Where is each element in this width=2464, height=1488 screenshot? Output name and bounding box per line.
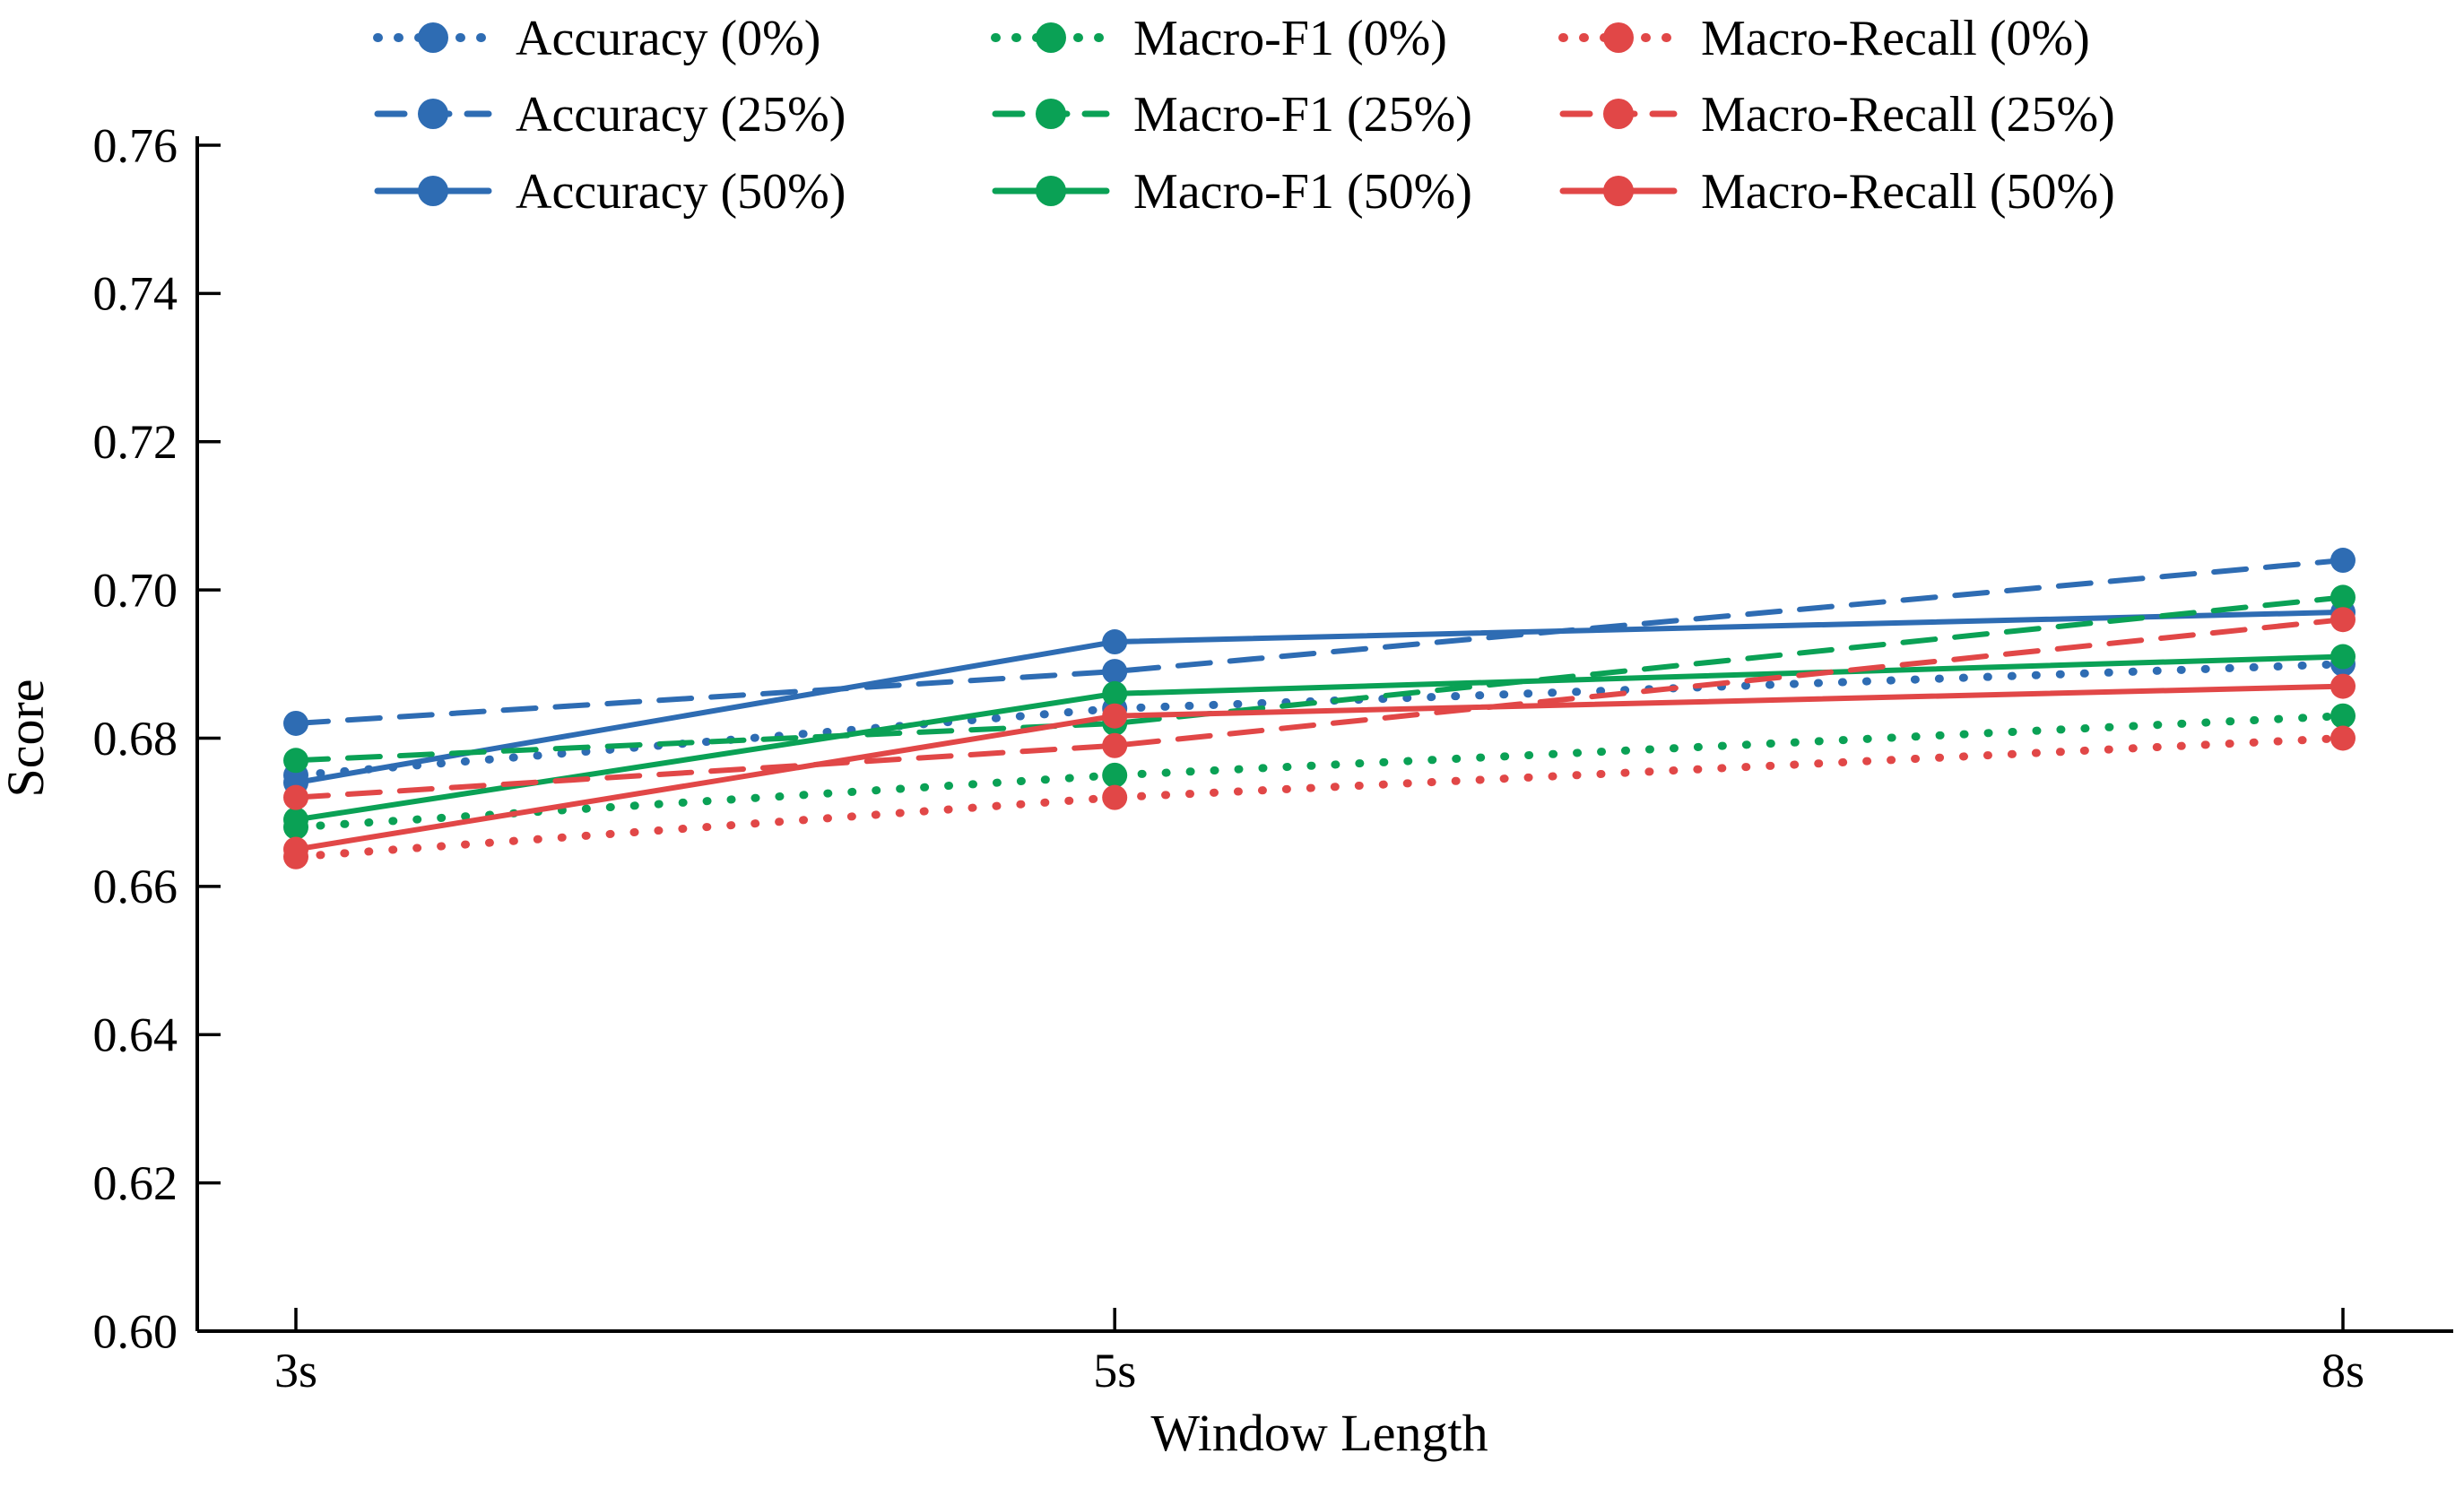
data-point	[1102, 784, 1128, 810]
series-macro-f1-25	[283, 584, 2356, 774]
y-tick-label: 0.74	[93, 267, 178, 321]
data-point	[2330, 725, 2356, 751]
data-point	[2330, 644, 2356, 670]
y-tick-label: 0.62	[93, 1156, 178, 1210]
series-macro-recall-25	[283, 607, 2356, 810]
series-accuracy-50	[283, 599, 2356, 796]
series-accuracy-25	[283, 548, 2356, 736]
legend-marker-icon	[418, 176, 448, 206]
legend-label: Accuracy (25%)	[516, 87, 846, 143]
legend-label: Macro-F1 (25%)	[1133, 87, 1472, 143]
data-point	[283, 710, 308, 736]
legend-marker-icon	[1036, 22, 1066, 53]
data-point	[2330, 607, 2356, 633]
series-line-macro-recall-50	[293, 683, 2346, 852]
legend-item: Macro-F1 (50%)	[992, 164, 1472, 220]
series-macro-recall-50	[283, 673, 2356, 862]
legend-marker-icon	[418, 99, 448, 129]
y-axis-title: Score	[0, 679, 55, 797]
legend-label: Macro-Recall (25%)	[1701, 87, 2115, 143]
data-point	[2330, 584, 2356, 610]
data-point	[2330, 548, 2356, 574]
x-axis: 3s 5s 8s	[274, 1308, 2364, 1397]
series-macro-recall-0	[283, 725, 2356, 869]
series-line-macro-f1-25	[293, 594, 2346, 764]
legend-marker-icon	[1036, 99, 1066, 129]
y-tick-label: 0.72	[93, 415, 178, 469]
legend-marker-icon	[1603, 176, 1634, 206]
legend-item: Macro-Recall (25%)	[1559, 87, 2115, 143]
legend-marker-icon	[1036, 176, 1066, 206]
y-axis: 0.60 0.62 0.64 0.66 0.68 0.70 0.72 0.74 0.76	[93, 118, 221, 1358]
data-point	[1102, 680, 1128, 706]
series-macro-f1-50	[283, 644, 2356, 833]
y-tick-label: 0.70	[93, 563, 178, 617]
series-line-accuracy-25	[293, 558, 2346, 726]
series-line-accuracy-0	[291, 660, 2347, 780]
data-point	[1102, 732, 1128, 758]
legend-item: Macro-Recall (0%)	[1558, 11, 2090, 66]
legend-label: Accuracy (50%)	[516, 164, 846, 220]
legend-label: Macro-Recall (0%)	[1701, 11, 2090, 66]
legend-item: Accuracy (0%)	[373, 11, 820, 66]
series-line-macro-recall-25	[293, 617, 2346, 800]
data-point	[1102, 629, 1128, 655]
x-axis-title: Window Length	[1150, 1404, 1488, 1462]
legend-label: Accuracy (0%)	[516, 11, 820, 66]
legend-label: Macro-Recall (50%)	[1701, 164, 2115, 220]
legend-item: Macro-F1 (25%)	[992, 87, 1472, 143]
data-point	[1102, 659, 1128, 685]
legend-marker-icon	[418, 22, 448, 53]
data-point	[1102, 762, 1128, 788]
legend-marker-icon	[1603, 99, 1634, 129]
data-point	[283, 784, 308, 810]
series-line-accuracy-50	[293, 609, 2346, 786]
legend-label: Macro-F1 (50%)	[1133, 164, 1472, 220]
series-line-macro-f1-50	[293, 653, 2346, 823]
x-tick-label: 8s	[2321, 1344, 2364, 1397]
data-point	[2330, 703, 2356, 729]
y-tick-label: 0.76	[93, 118, 178, 172]
x-tick-label: 3s	[274, 1344, 317, 1397]
y-tick-label: 0.66	[93, 860, 178, 913]
legend-item: Accuracy (25%)	[374, 87, 846, 143]
y-tick-label: 0.64	[93, 1008, 178, 1062]
legend-label: Macro-F1 (0%)	[1133, 11, 1447, 66]
y-tick-label: 0.60	[93, 1304, 178, 1358]
legend-item: Macro-F1 (0%)	[991, 11, 1447, 66]
data-point	[2330, 673, 2356, 699]
x-tick-label: 5s	[1093, 1344, 1136, 1397]
legend-item: Macro-Recall (50%)	[1559, 164, 2115, 220]
y-tick-label: 0.68	[93, 712, 178, 766]
legend-item: Accuracy (50%)	[374, 164, 846, 220]
data-point	[283, 836, 308, 862]
data-point	[283, 807, 308, 833]
legend-marker-icon	[1603, 22, 1634, 53]
data-point	[1102, 703, 1128, 729]
series-accuracy-0	[283, 651, 2356, 788]
legend: Accuracy (0%) Accuracy (25%) Accuracy (50%…	[373, 11, 2115, 220]
data-point	[283, 748, 308, 774]
